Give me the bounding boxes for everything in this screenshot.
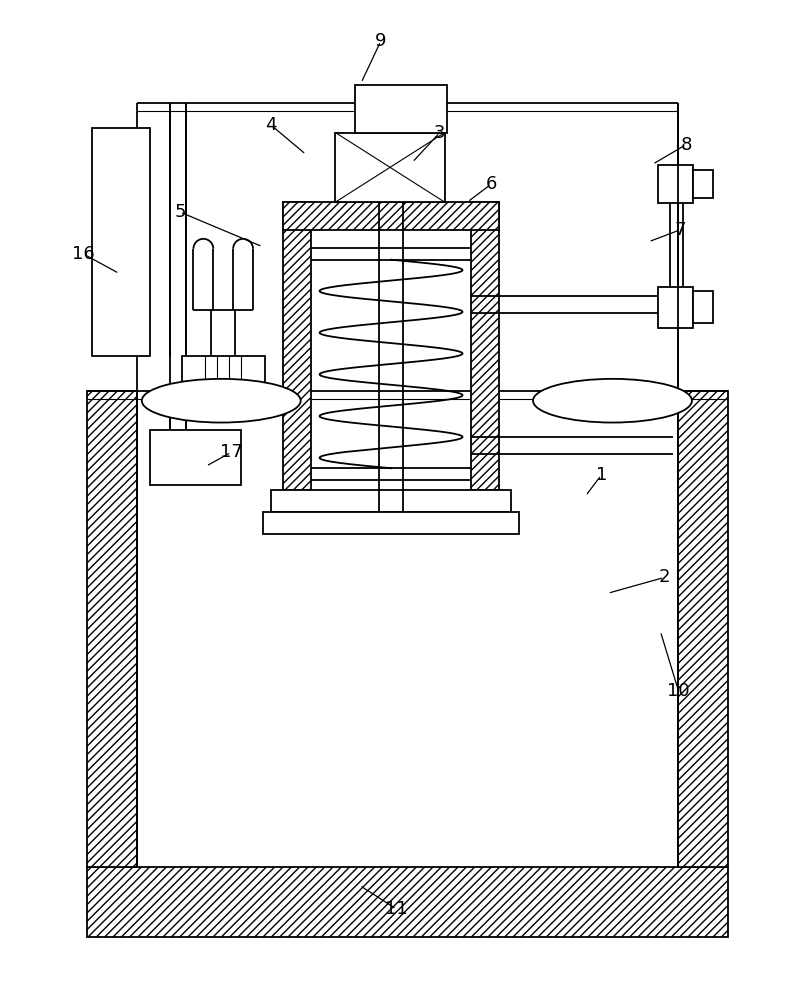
Bar	[283, 202, 311, 490]
Text: 8: 8	[680, 136, 692, 154]
Bar	[92, 128, 150, 356]
Text: 7: 7	[674, 221, 686, 239]
Text: 6: 6	[485, 175, 496, 193]
Text: 4: 4	[265, 116, 276, 134]
Bar	[693, 291, 713, 323]
Text: 3: 3	[434, 124, 446, 142]
Bar	[283, 202, 500, 230]
Text: 5: 5	[174, 203, 186, 221]
Text: 10: 10	[667, 682, 690, 700]
Text: 9: 9	[375, 32, 386, 50]
Bar	[335, 133, 445, 202]
Ellipse shape	[533, 379, 692, 423]
Bar	[472, 202, 500, 490]
Bar	[150, 430, 241, 485]
Bar	[87, 391, 137, 867]
Bar	[658, 287, 693, 328]
Bar	[271, 490, 511, 512]
Bar	[182, 356, 265, 402]
Text: 11: 11	[385, 900, 408, 918]
Ellipse shape	[142, 379, 301, 423]
Text: 16: 16	[71, 245, 94, 263]
Bar	[355, 85, 446, 133]
Text: 2: 2	[658, 568, 670, 586]
Bar	[693, 170, 713, 198]
Text: 1: 1	[596, 466, 607, 484]
Bar	[87, 867, 728, 937]
Bar	[658, 165, 693, 203]
Bar	[263, 512, 519, 534]
Text: 17: 17	[220, 443, 243, 461]
Bar	[678, 391, 728, 867]
